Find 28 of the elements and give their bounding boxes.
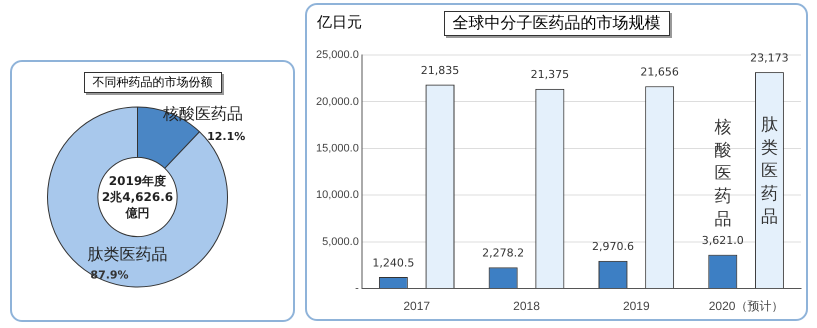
text: 2019年度 2兆4,626.6 億円 <box>102 173 174 221</box>
y-tick-label: 5,000.0 <box>322 236 359 248</box>
y-tick-label: 20,000.0 <box>316 96 359 108</box>
data-label: 3,621.0 <box>702 234 744 248</box>
data-label: 12.1% <box>207 130 246 143</box>
y-tick-label: - <box>355 282 360 295</box>
data-label: 21,656 <box>640 66 679 79</box>
data-label: 23,173 <box>750 51 789 64</box>
data-label: 87.9% <box>90 268 129 282</box>
x-tick-label: 2018 <box>513 299 540 314</box>
chart-title: 不同种药品的市场份额 <box>84 72 222 93</box>
y-tick-label: 15,000.0 <box>316 142 359 154</box>
chart-title: 全球中分子医药品的市场规模 <box>444 11 670 36</box>
y-axis-title: 亿日元 <box>317 13 362 32</box>
data-label: 1,240.5 <box>372 256 414 270</box>
x-tick-label: 2020（预计） <box>708 299 784 314</box>
slice-label: 核酸医药品 <box>162 104 244 124</box>
data-label: 2,970.6 <box>592 240 634 254</box>
data-label: 21,835 <box>420 64 460 77</box>
slice-label: 肽类医药品 <box>88 244 168 264</box>
series-label: 肽类医药品 <box>760 114 778 227</box>
data-label: 21,375 <box>530 68 570 82</box>
data-label: 2,278.2 <box>482 246 524 260</box>
x-tick-label: 2019 <box>622 299 650 314</box>
series-label: 核酸医药品 <box>713 118 732 230</box>
y-tick-label: 10,000.0 <box>316 189 359 202</box>
x-tick-label: 2017 <box>403 299 430 314</box>
y-tick-label: 25,000.0 <box>316 49 359 62</box>
